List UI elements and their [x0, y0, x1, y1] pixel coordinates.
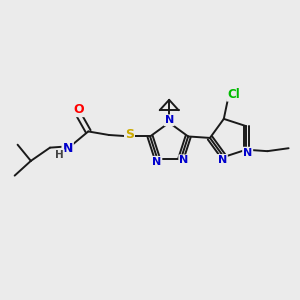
Text: Cl: Cl	[227, 88, 240, 100]
Text: N: N	[152, 157, 161, 167]
Text: S: S	[125, 128, 134, 142]
Text: H: H	[55, 150, 64, 160]
Text: N: N	[218, 155, 227, 165]
Text: O: O	[74, 103, 84, 116]
Text: N: N	[164, 115, 174, 125]
Text: N: N	[179, 155, 188, 165]
Text: N: N	[243, 148, 252, 158]
Text: N: N	[62, 142, 73, 155]
